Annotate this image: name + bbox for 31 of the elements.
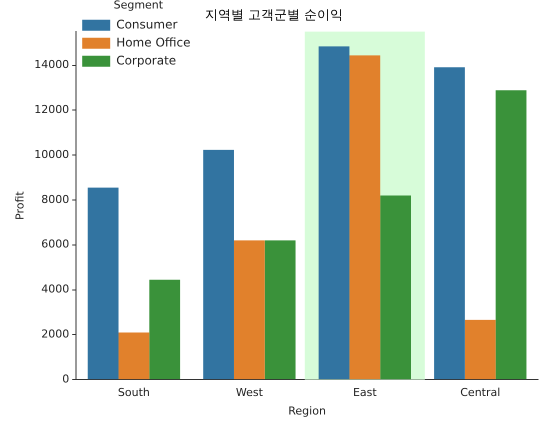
bar	[149, 280, 180, 380]
y-axis-title: Profit	[13, 190, 26, 220]
y-tick-label: 0	[62, 372, 70, 386]
x-tick-label: South	[118, 386, 150, 400]
bar	[434, 67, 465, 380]
y-tick-label: 6000	[41, 238, 70, 251]
bar	[264, 240, 296, 380]
x-tick-label: West	[236, 386, 264, 400]
bar	[349, 55, 380, 380]
bar	[88, 188, 119, 380]
bar	[203, 150, 234, 380]
bar	[496, 90, 526, 380]
bar	[118, 332, 150, 380]
x-tick-label: East	[352, 386, 378, 400]
y-tick-label: 10000	[34, 148, 70, 161]
chart-title: 지역별 고객군별 순이익	[204, 8, 344, 24]
y-tick-label: 14000	[34, 58, 70, 72]
legend-label: Consumer	[116, 17, 178, 32]
bar	[380, 195, 412, 380]
legend-label: Home Office	[116, 35, 190, 50]
x-tick-label: Central	[460, 386, 500, 400]
legend-title: Segment	[114, 0, 164, 12]
y-tick-label: 8000	[41, 192, 70, 206]
y-tick-label: 4000	[41, 282, 70, 296]
y-tick-label: 12000	[34, 103, 70, 116]
bar	[234, 240, 265, 380]
bar	[464, 320, 496, 380]
legend-label: Corporate	[116, 53, 176, 68]
x-axis-title: Region	[288, 404, 326, 418]
bar	[318, 46, 350, 380]
y-tick-label: 2000	[41, 328, 70, 341]
